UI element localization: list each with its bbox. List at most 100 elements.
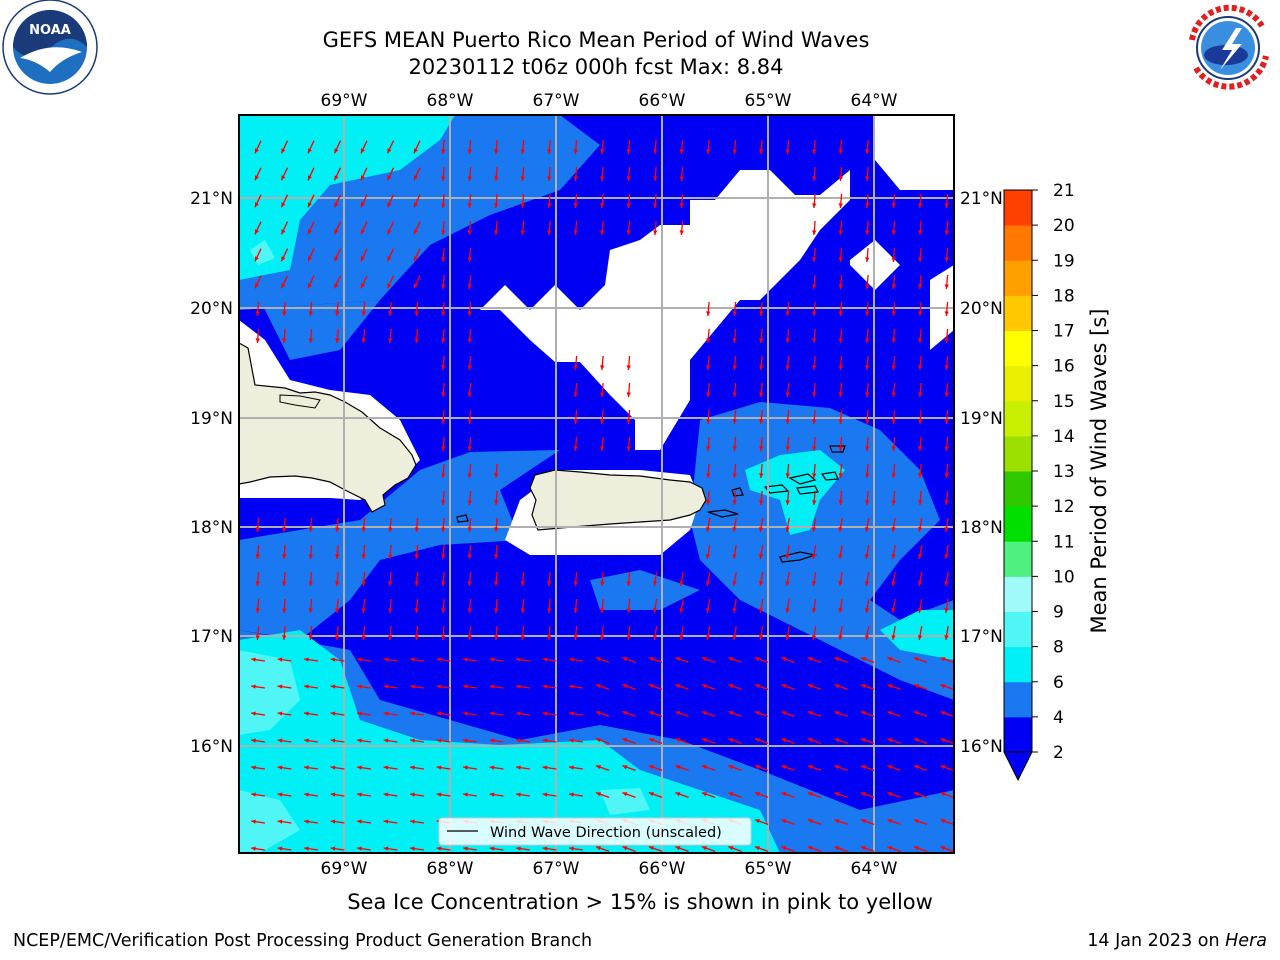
wave-direction-arrowhead bbox=[255, 581, 260, 586]
colorbar-swatch bbox=[1004, 681, 1032, 718]
wave-direction-arrowhead bbox=[785, 554, 790, 559]
wave-direction-arrowhead bbox=[441, 311, 446, 316]
wave-direction-arrowhead bbox=[865, 176, 870, 181]
colorbar-tick-label: 2 bbox=[1053, 743, 1064, 763]
wave-direction-arrowhead bbox=[622, 765, 628, 770]
wave-direction-arrowhead bbox=[838, 635, 843, 640]
wave-direction-arrowhead bbox=[706, 311, 711, 316]
wave-direction-arrowhead bbox=[860, 711, 866, 716]
wave-direction-arrowhead bbox=[281, 283, 286, 289]
wave-direction-arrowhead bbox=[388, 311, 393, 316]
colorbar-tick-label: 19 bbox=[1053, 251, 1075, 271]
wave-direction-arrowhead bbox=[812, 392, 817, 397]
wave-direction-arrowhead bbox=[918, 230, 923, 235]
wave-direction-arrowhead bbox=[383, 738, 389, 743]
svg-text:65°W: 65°W bbox=[745, 91, 792, 111]
wave-direction-arrowhead bbox=[383, 684, 389, 689]
wave-direction-arrowhead bbox=[251, 738, 256, 743]
svg-text:69°W: 69°W bbox=[321, 91, 368, 111]
wave-direction-arrowhead bbox=[732, 581, 737, 586]
wave-direction-arrowhead bbox=[728, 792, 734, 797]
wave-direction-arrowhead bbox=[732, 311, 737, 316]
wave-direction-arrowhead bbox=[706, 500, 711, 505]
colorbar-tick-label: 9 bbox=[1053, 603, 1064, 623]
wave-direction-arrowhead bbox=[334, 283, 339, 289]
wave-direction-arrowhead bbox=[865, 365, 870, 370]
wave-direction-arrowhead bbox=[812, 446, 817, 451]
wave-direction-arrowhead bbox=[944, 581, 949, 586]
wave-direction-arrowhead bbox=[940, 792, 946, 797]
wave-direction-arrowhead bbox=[282, 635, 287, 640]
wave-direction-arrowhead bbox=[812, 365, 817, 370]
wave-direction-arrowhead bbox=[467, 581, 472, 586]
wave-direction-arrowhead bbox=[281, 202, 286, 208]
wave-direction-arrowhead bbox=[728, 765, 734, 770]
map-title: GEFS MEAN Puerto Rico Mean Period of Win… bbox=[322, 28, 870, 52]
wave-direction-arrowhead bbox=[653, 149, 658, 154]
wave-direction-arrowhead bbox=[944, 446, 949, 451]
wave-direction-arrowhead bbox=[520, 230, 525, 235]
map-legend: Wind Wave Direction (unscaled) bbox=[438, 817, 752, 846]
wave-direction-arrowhead bbox=[410, 792, 415, 797]
wave-direction-arrowhead bbox=[573, 635, 578, 640]
wave-direction-arrowhead bbox=[387, 229, 392, 235]
wave-direction-arrowhead bbox=[569, 657, 574, 662]
colorbar-swatch bbox=[1004, 541, 1032, 577]
wave-direction-arrowhead bbox=[308, 311, 313, 316]
wave-direction-arrowhead bbox=[679, 203, 684, 208]
wave-direction-arrowhead bbox=[891, 581, 896, 586]
wave-direction-arrowhead bbox=[467, 419, 472, 424]
colorbar-tick-label: 13 bbox=[1053, 462, 1075, 482]
wave-direction-arrowhead bbox=[728, 657, 734, 662]
wave-direction-arrowhead bbox=[732, 527, 737, 532]
wave-direction-arrowhead bbox=[679, 608, 684, 613]
wave-direction-arrowhead bbox=[361, 175, 365, 181]
wave-direction-arrowhead bbox=[759, 149, 764, 154]
wave-direction-arrowhead bbox=[785, 473, 790, 478]
wave-direction-arrowhead bbox=[865, 419, 870, 424]
wave-direction-arrowhead bbox=[255, 202, 259, 208]
wave-direction-arrowhead bbox=[785, 581, 790, 586]
wave-direction-arrowhead bbox=[516, 792, 521, 797]
wave-direction-arrowhead bbox=[701, 738, 707, 743]
colorbar-tick-label: 14 bbox=[1053, 427, 1075, 447]
wave-direction-arrowhead bbox=[467, 338, 472, 343]
wave-direction-arrowhead bbox=[626, 230, 631, 235]
wave-direction-arrowhead bbox=[547, 581, 552, 586]
wave-direction-arrowhead bbox=[441, 581, 446, 586]
wave-direction-arrowhead bbox=[838, 203, 843, 208]
wave-direction-arrowhead bbox=[891, 365, 896, 370]
wave-direction-arrowhead bbox=[838, 473, 843, 478]
wave-direction-arrowhead bbox=[701, 711, 707, 716]
wave-direction-arrowhead bbox=[807, 738, 813, 743]
wave-direction-arrowhead bbox=[917, 635, 923, 640]
wave-direction-arrowhead bbox=[489, 657, 495, 662]
svg-text:67°W: 67°W bbox=[533, 91, 580, 111]
wave-direction-arrowhead bbox=[388, 527, 393, 532]
wave-direction-arrowhead bbox=[436, 792, 442, 797]
wave-direction-arrowhead bbox=[467, 392, 472, 397]
wave-direction-arrowhead bbox=[626, 581, 631, 586]
wave-direction-arrowhead bbox=[648, 711, 654, 716]
wave-direction-arrowhead bbox=[547, 149, 552, 154]
wave-direction-arrowhead bbox=[304, 846, 309, 851]
wave-direction-arrowhead bbox=[811, 581, 817, 586]
wave-direction-arrowhead bbox=[944, 500, 949, 505]
wave-direction-arrowhead bbox=[357, 819, 362, 824]
wave-direction-arrowhead bbox=[891, 527, 896, 532]
wave-direction-arrowhead bbox=[807, 684, 813, 689]
colorbar-swatch bbox=[1004, 646, 1032, 683]
wave-direction-arrowhead bbox=[494, 554, 499, 559]
wave-direction-arrowhead bbox=[887, 792, 893, 797]
wave-direction-arrowhead bbox=[547, 230, 552, 235]
wave-direction-arrowhead bbox=[489, 684, 495, 689]
wave-direction-arrowhead bbox=[865, 311, 870, 316]
wave-direction-arrowhead bbox=[467, 446, 472, 451]
wave-direction-arrowhead bbox=[706, 338, 711, 343]
wave-direction-arrowhead bbox=[573, 176, 578, 181]
wave-direction-arrowhead bbox=[891, 473, 896, 478]
wave-direction-arrowhead bbox=[675, 792, 681, 797]
wave-direction-arrowhead bbox=[838, 257, 843, 262]
wave-direction-arrowhead bbox=[887, 738, 893, 743]
